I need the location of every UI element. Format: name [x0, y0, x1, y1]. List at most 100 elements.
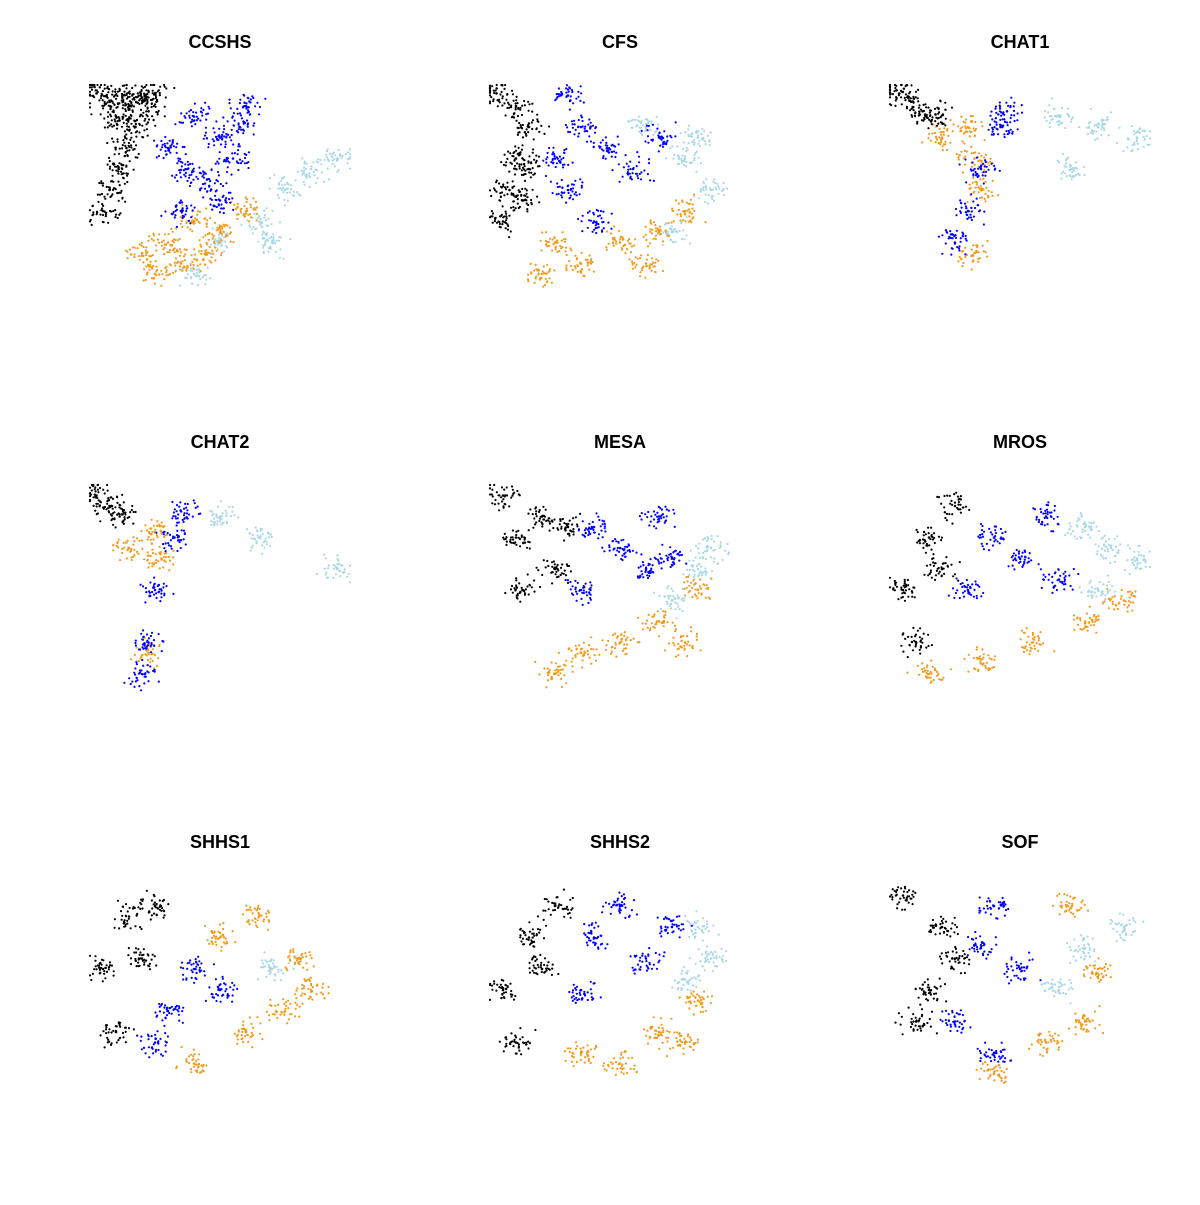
point-black: [115, 106, 118, 109]
point-blue: [164, 210, 167, 213]
point-blue: [661, 143, 664, 146]
point-lightblue: [1107, 134, 1110, 137]
point-blue: [144, 601, 147, 604]
point-black: [492, 100, 495, 103]
point-black: [100, 182, 103, 185]
point-blue: [1005, 130, 1008, 133]
point-orange: [175, 250, 178, 253]
point-orange: [978, 655, 982, 658]
point-blue: [209, 180, 212, 183]
point-orange: [204, 249, 208, 252]
point-orange: [979, 197, 982, 200]
point-blue: [194, 123, 197, 126]
point-lightblue: [264, 240, 267, 243]
point-lightblue: [696, 136, 700, 139]
point-orange: [212, 237, 215, 240]
point-lightblue: [1090, 594, 1093, 597]
point-lightblue: [711, 570, 714, 573]
point-black: [511, 538, 515, 541]
point-blue: [629, 175, 632, 178]
point-blue: [196, 177, 199, 180]
point-blue: [590, 125, 593, 128]
point-orange: [662, 625, 665, 628]
point-blue: [569, 196, 572, 199]
point-lightblue: [1117, 549, 1120, 552]
point-lightblue: [258, 215, 261, 218]
point-blue: [195, 115, 198, 118]
point-orange: [153, 282, 156, 285]
point-blue: [984, 170, 988, 173]
point-blue: [582, 101, 585, 104]
point-lightblue: [338, 154, 342, 157]
point-orange: [180, 219, 183, 223]
point-orange: [690, 212, 694, 215]
point-orange: [987, 189, 990, 192]
point-black: [127, 141, 130, 145]
point-blue: [177, 539, 180, 542]
point-blue: [222, 207, 225, 210]
point-blue: [657, 560, 660, 563]
point-lightblue: [1093, 124, 1096, 127]
point-black: [143, 85, 147, 88]
point-black: [122, 172, 125, 175]
point-black: [528, 155, 531, 158]
point-orange: [654, 224, 657, 227]
point-lightblue: [251, 544, 254, 547]
point-blue: [548, 146, 551, 150]
point-blue: [236, 153, 239, 156]
point-orange: [133, 553, 136, 557]
point-orange: [158, 233, 161, 236]
point-orange: [547, 240, 551, 244]
point-orange: [165, 269, 168, 272]
point-lightblue: [664, 223, 667, 226]
point-orange: [151, 530, 154, 533]
point-orange: [166, 241, 170, 244]
point-orange: [144, 524, 147, 527]
point-black: [511, 591, 514, 594]
point-black: [912, 101, 915, 104]
point-lightblue: [1107, 538, 1110, 541]
point-lightblue: [273, 173, 276, 176]
point-blue: [240, 128, 243, 131]
point-lightblue: [334, 154, 337, 157]
point-black: [514, 536, 518, 539]
point-blue: [224, 160, 227, 163]
point-black: [126, 154, 129, 157]
point-orange: [164, 267, 167, 270]
point-blue: [650, 515, 653, 518]
point-lightblue: [1114, 545, 1118, 548]
point-black: [541, 525, 544, 528]
point-lightblue: [250, 537, 253, 540]
point-blue: [656, 521, 659, 524]
point-blue: [567, 90, 570, 93]
point-lightblue: [192, 272, 196, 276]
point-blue: [134, 673, 137, 676]
point-lightblue: [259, 529, 262, 532]
point-lightblue: [724, 549, 727, 552]
point-orange: [1031, 633, 1035, 636]
point-blue: [184, 163, 187, 166]
point-lightblue: [673, 598, 676, 601]
point-blue: [198, 166, 201, 169]
point-orange: [990, 191, 993, 194]
point-black: [118, 88, 121, 92]
point-blue: [184, 153, 187, 156]
point-blue: [168, 139, 171, 142]
point-blue: [581, 520, 584, 523]
point-orange: [677, 202, 680, 205]
point-lightblue: [701, 538, 705, 541]
point-black: [143, 129, 146, 132]
point-blue: [991, 126, 994, 129]
point-black: [513, 587, 516, 590]
point-orange: [547, 271, 550, 274]
point-orange: [939, 139, 943, 142]
point-orange: [982, 250, 985, 253]
point-black: [495, 190, 498, 193]
point-blue: [640, 129, 643, 132]
point-black: [491, 495, 494, 498]
point-black: [521, 136, 525, 139]
point-orange: [658, 635, 661, 638]
point-blue: [252, 96, 255, 100]
point-orange: [610, 650, 614, 653]
point-blue: [212, 205, 215, 208]
